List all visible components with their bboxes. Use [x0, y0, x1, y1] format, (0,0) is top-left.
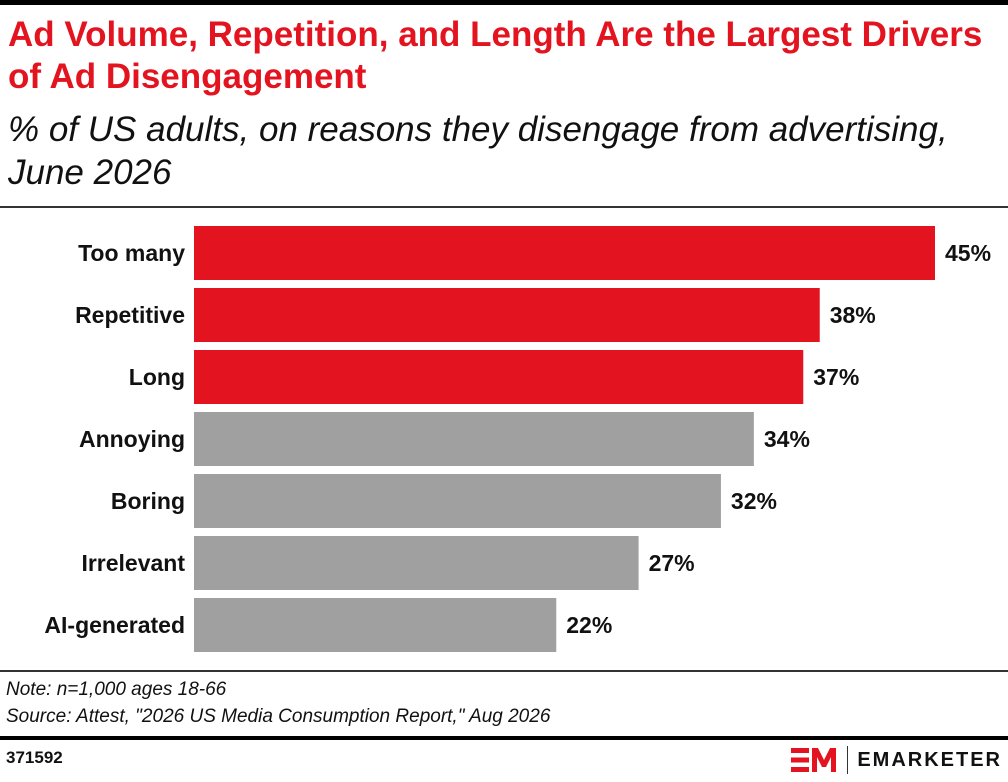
data-label: 45%: [945, 240, 991, 266]
category-label: AI-generated: [44, 612, 185, 638]
category-label: Annoying: [79, 426, 185, 452]
bar: [194, 226, 935, 280]
top-rule: [0, 0, 1008, 5]
category-label: Repetitive: [75, 302, 185, 328]
category-label: Long: [129, 364, 185, 390]
data-label: 22%: [566, 612, 612, 638]
chart-source: Source: Attest, "2026 US Media Consumpti…: [6, 706, 551, 727]
bar: [194, 536, 639, 590]
data-label: 32%: [731, 488, 777, 514]
chart-id: 371592: [6, 748, 63, 767]
bottom-rule: [0, 736, 1008, 740]
bar: [194, 598, 557, 652]
em-logo-icon: [790, 748, 836, 772]
data-label: 27%: [649, 550, 695, 576]
bar: [194, 350, 804, 404]
category-label: Boring: [111, 488, 185, 514]
data-label: 37%: [813, 364, 859, 390]
chart-note: Note: n=1,000 ages 18-66: [6, 679, 227, 700]
data-label: 38%: [830, 302, 876, 328]
bar: [194, 288, 820, 342]
footer-divider: [0, 670, 1008, 672]
bar-chart: Too many 45% Repetitive 38% Long 37% Annoying 3…: [44, 226, 991, 652]
category-label: Too many: [78, 240, 185, 266]
logo-divider: [846, 746, 849, 774]
chart-subtitle: % of US adults, on reasons they disengag…: [8, 110, 948, 192]
brand-logo: EMARKETER: [790, 744, 1002, 776]
chart-title: Ad Volume, Repetition, and Length Are th…: [8, 15, 983, 96]
bar: [194, 474, 721, 528]
category-label: Irrelevant: [81, 550, 185, 576]
data-label: 34%: [764, 426, 810, 452]
brand-name: EMARKETER: [857, 748, 1002, 771]
header-divider: [0, 206, 1008, 208]
bar: [194, 412, 754, 466]
